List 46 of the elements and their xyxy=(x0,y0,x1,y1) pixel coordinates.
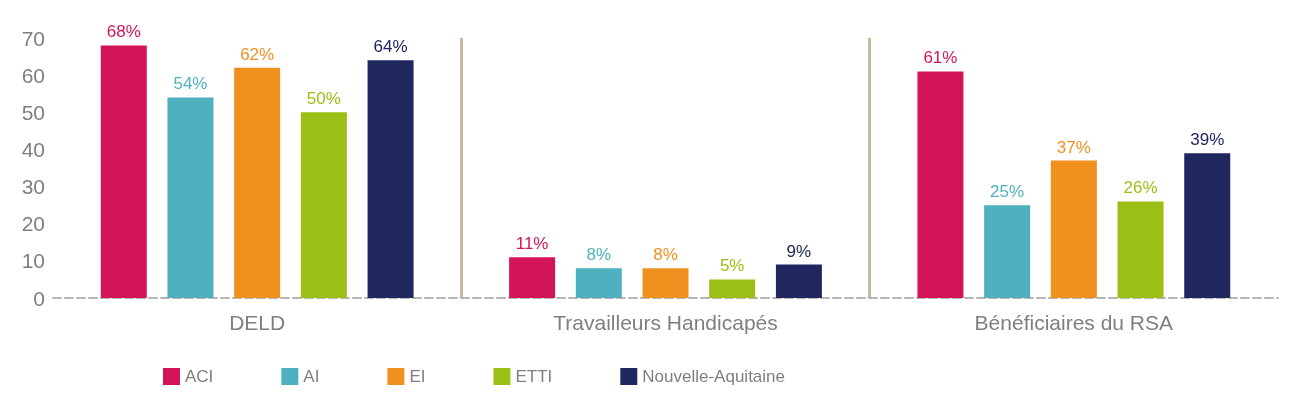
legend-label: Nouvelle-Aquitaine xyxy=(642,367,785,386)
x-tick-label: Travailleurs Handicapés xyxy=(553,311,778,334)
y-tick-label: 0 xyxy=(33,286,45,310)
bar xyxy=(984,205,1031,298)
bar xyxy=(234,67,281,298)
data-label: 9% xyxy=(786,241,812,261)
bar xyxy=(709,279,756,298)
legend-label: EI xyxy=(409,367,426,386)
y-tick-label: 30 xyxy=(21,175,45,199)
legend-label: AI xyxy=(303,367,320,386)
x-tick-label: DELD xyxy=(229,311,286,334)
data-label: 39% xyxy=(1190,130,1225,150)
data-label: 50% xyxy=(306,89,341,109)
data-label: 26% xyxy=(1123,178,1158,198)
bar xyxy=(167,97,214,298)
bar xyxy=(575,268,622,298)
data-label: 61% xyxy=(923,48,958,68)
bar xyxy=(367,60,414,298)
data-label: 25% xyxy=(990,182,1025,202)
data-label: 11% xyxy=(515,234,549,254)
bar xyxy=(509,257,556,298)
legend-label: ETTI xyxy=(515,367,553,386)
legend-label: ACI xyxy=(185,367,214,386)
bar xyxy=(1184,153,1231,298)
y-tick-label: 70 xyxy=(21,26,45,50)
data-label: 62% xyxy=(240,44,275,64)
y-tick-label: 60 xyxy=(21,63,45,87)
data-label: 8% xyxy=(586,245,612,265)
data-label: 37% xyxy=(1056,137,1091,157)
data-label: 64% xyxy=(373,37,408,57)
data-label: 54% xyxy=(173,74,208,94)
y-tick-label: 40 xyxy=(21,137,45,161)
x-tick-label: Bénéficiaires du RSA xyxy=(974,311,1174,334)
data-label: 8% xyxy=(653,245,678,265)
data-label: 68% xyxy=(106,22,141,42)
y-tick-label: 10 xyxy=(21,249,45,273)
bar xyxy=(300,112,347,298)
bar xyxy=(642,268,689,298)
data-label: 5% xyxy=(719,256,745,276)
bar xyxy=(917,71,964,298)
y-tick-label: 50 xyxy=(21,100,45,124)
bar xyxy=(1050,160,1097,298)
y-tick-label: 20 xyxy=(21,212,45,236)
bar xyxy=(1117,201,1164,298)
bar xyxy=(775,264,822,298)
bar xyxy=(100,45,147,298)
